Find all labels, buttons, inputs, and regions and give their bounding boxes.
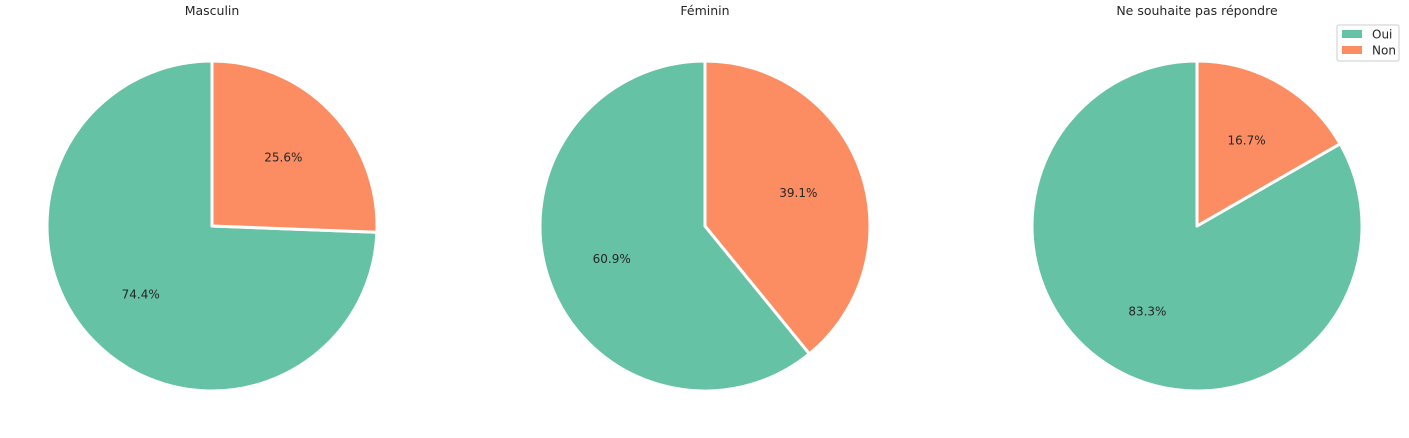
legend-swatch-oui	[1342, 30, 1362, 38]
chart-title: Féminin	[680, 3, 729, 18]
pie-slice-oui	[1030, 59, 1364, 393]
pie-percent-label-oui: 60.9%	[593, 252, 631, 266]
chart-title: Masculin	[185, 3, 240, 18]
pie-slice-oui	[538, 59, 811, 393]
legend-label-non: Non	[1372, 44, 1396, 58]
pie-percent-label-oui: 74.4%	[122, 288, 160, 302]
pie-percent-label-oui: 83.3%	[1128, 305, 1166, 319]
legend: Oui Non	[1336, 24, 1400, 62]
pie-chart-ne-souhaite-pas-repondre: Ne souhaite pas répondre 83.3% 16.7%	[1030, 3, 1364, 393]
pie-percent-label-non: 39.1%	[779, 186, 817, 200]
chart-title: Ne souhaite pas répondre	[1116, 3, 1278, 18]
pie-percent-label-non: 25.6%	[264, 150, 302, 164]
pie-slice-non	[1195, 59, 1342, 228]
legend-swatch-non	[1342, 46, 1362, 54]
legend-label-oui: Oui	[1372, 28, 1392, 42]
pie-chart-masculin: Masculin 74.4% 25.6%	[45, 3, 379, 393]
pie-percent-label-non: 16.7%	[1228, 133, 1266, 147]
pie-chart-feminin: Féminin 60.9% 39.1%	[538, 3, 872, 393]
pie-slice-non	[703, 59, 872, 356]
pie-slice-non	[210, 59, 379, 234]
